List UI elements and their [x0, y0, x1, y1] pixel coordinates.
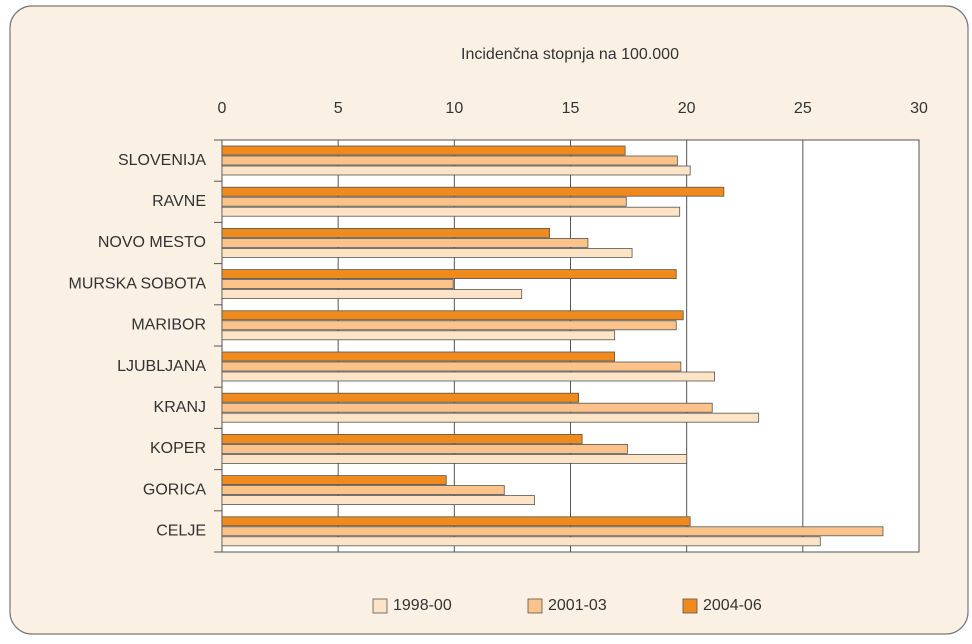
bar [221, 485, 505, 496]
bar [221, 453, 688, 464]
bar [221, 196, 627, 207]
bar [221, 392, 580, 403]
x-tick-label: 15 [562, 100, 580, 117]
x-tick-label: 30 [910, 100, 928, 117]
bar [221, 433, 583, 444]
legend-swatch [527, 598, 543, 614]
bar [221, 289, 523, 300]
bar [221, 361, 682, 372]
y-tick-label: NOVO MESTO [98, 234, 206, 251]
bar [221, 186, 725, 197]
bar [221, 247, 633, 258]
chart-title: Incidenčna stopnja na 100.000 [461, 46, 679, 63]
bar [221, 412, 760, 423]
x-tick-label: 10 [445, 100, 463, 117]
x-tick-label: 5 [334, 100, 343, 117]
bar [221, 320, 677, 331]
y-tick-label: SLOVENIJA [118, 152, 206, 169]
y-tick-label: MARIBOR [131, 317, 206, 334]
bar [221, 475, 447, 486]
y-tick-label: MURSKA SOBOTA [68, 275, 206, 292]
y-tick-label: KOPER [150, 440, 206, 457]
bar [221, 402, 713, 413]
legend-swatch [372, 598, 388, 614]
bar [221, 351, 616, 362]
x-tick-label: 0 [218, 100, 227, 117]
bar [221, 165, 691, 176]
bar [221, 443, 628, 454]
y-tick-label: CELJE [156, 523, 206, 540]
legend-label: 2001-03 [548, 597, 607, 614]
y-tick-label: KRANJ [154, 399, 206, 416]
x-tick-label: 25 [794, 100, 812, 117]
bar [221, 145, 626, 156]
bar [221, 330, 616, 341]
y-tick-label: RAVNE [152, 193, 206, 210]
bar [221, 526, 884, 537]
bar [221, 536, 821, 547]
bar [221, 495, 535, 506]
bar [221, 269, 677, 280]
y-tick-label: LJUBLJANA [117, 358, 206, 375]
legend-label: 1998-00 [393, 597, 452, 614]
bar [221, 516, 691, 527]
legend-label: 2004-06 [703, 597, 762, 614]
bar [221, 155, 678, 166]
bar [221, 206, 681, 217]
y-tick-label: GORICA [143, 481, 206, 498]
bar [221, 371, 715, 382]
bar [221, 279, 454, 290]
legend-swatch [682, 598, 698, 614]
x-tick-label: 20 [678, 100, 696, 117]
bar [221, 227, 550, 238]
bar [221, 237, 589, 248]
bar [221, 310, 684, 321]
